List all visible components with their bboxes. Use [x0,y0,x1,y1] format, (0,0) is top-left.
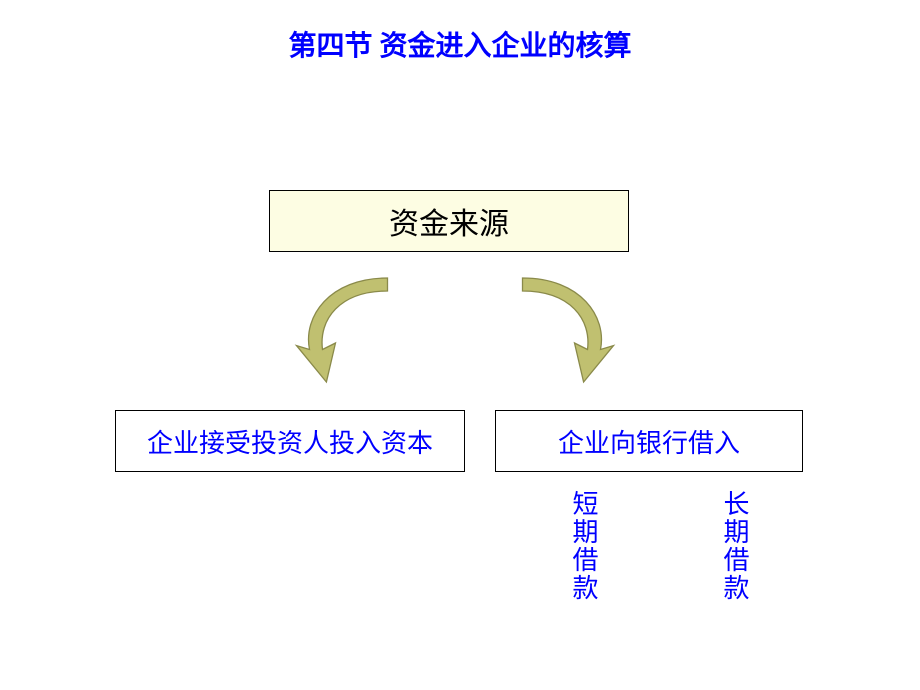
box-source: 资金来源 [269,190,629,252]
box-left: 企业接受投资人投入资本 [115,410,465,472]
arrow-right [490,265,620,395]
page-title: 第四节 资金进入企业的核算 [0,24,920,64]
label-long-term: 长期借款 [716,490,753,602]
box-right-label: 企业向银行借入 [558,423,740,460]
box-source-label: 资金来源 [389,199,509,243]
label-short-term: 短期借款 [565,490,602,602]
box-right: 企业向银行借入 [495,410,803,472]
box-left-label: 企业接受投资人投入资本 [147,423,433,460]
arrow-right-path [523,278,614,382]
arrow-left-path [297,278,388,382]
arrow-left [290,265,420,395]
